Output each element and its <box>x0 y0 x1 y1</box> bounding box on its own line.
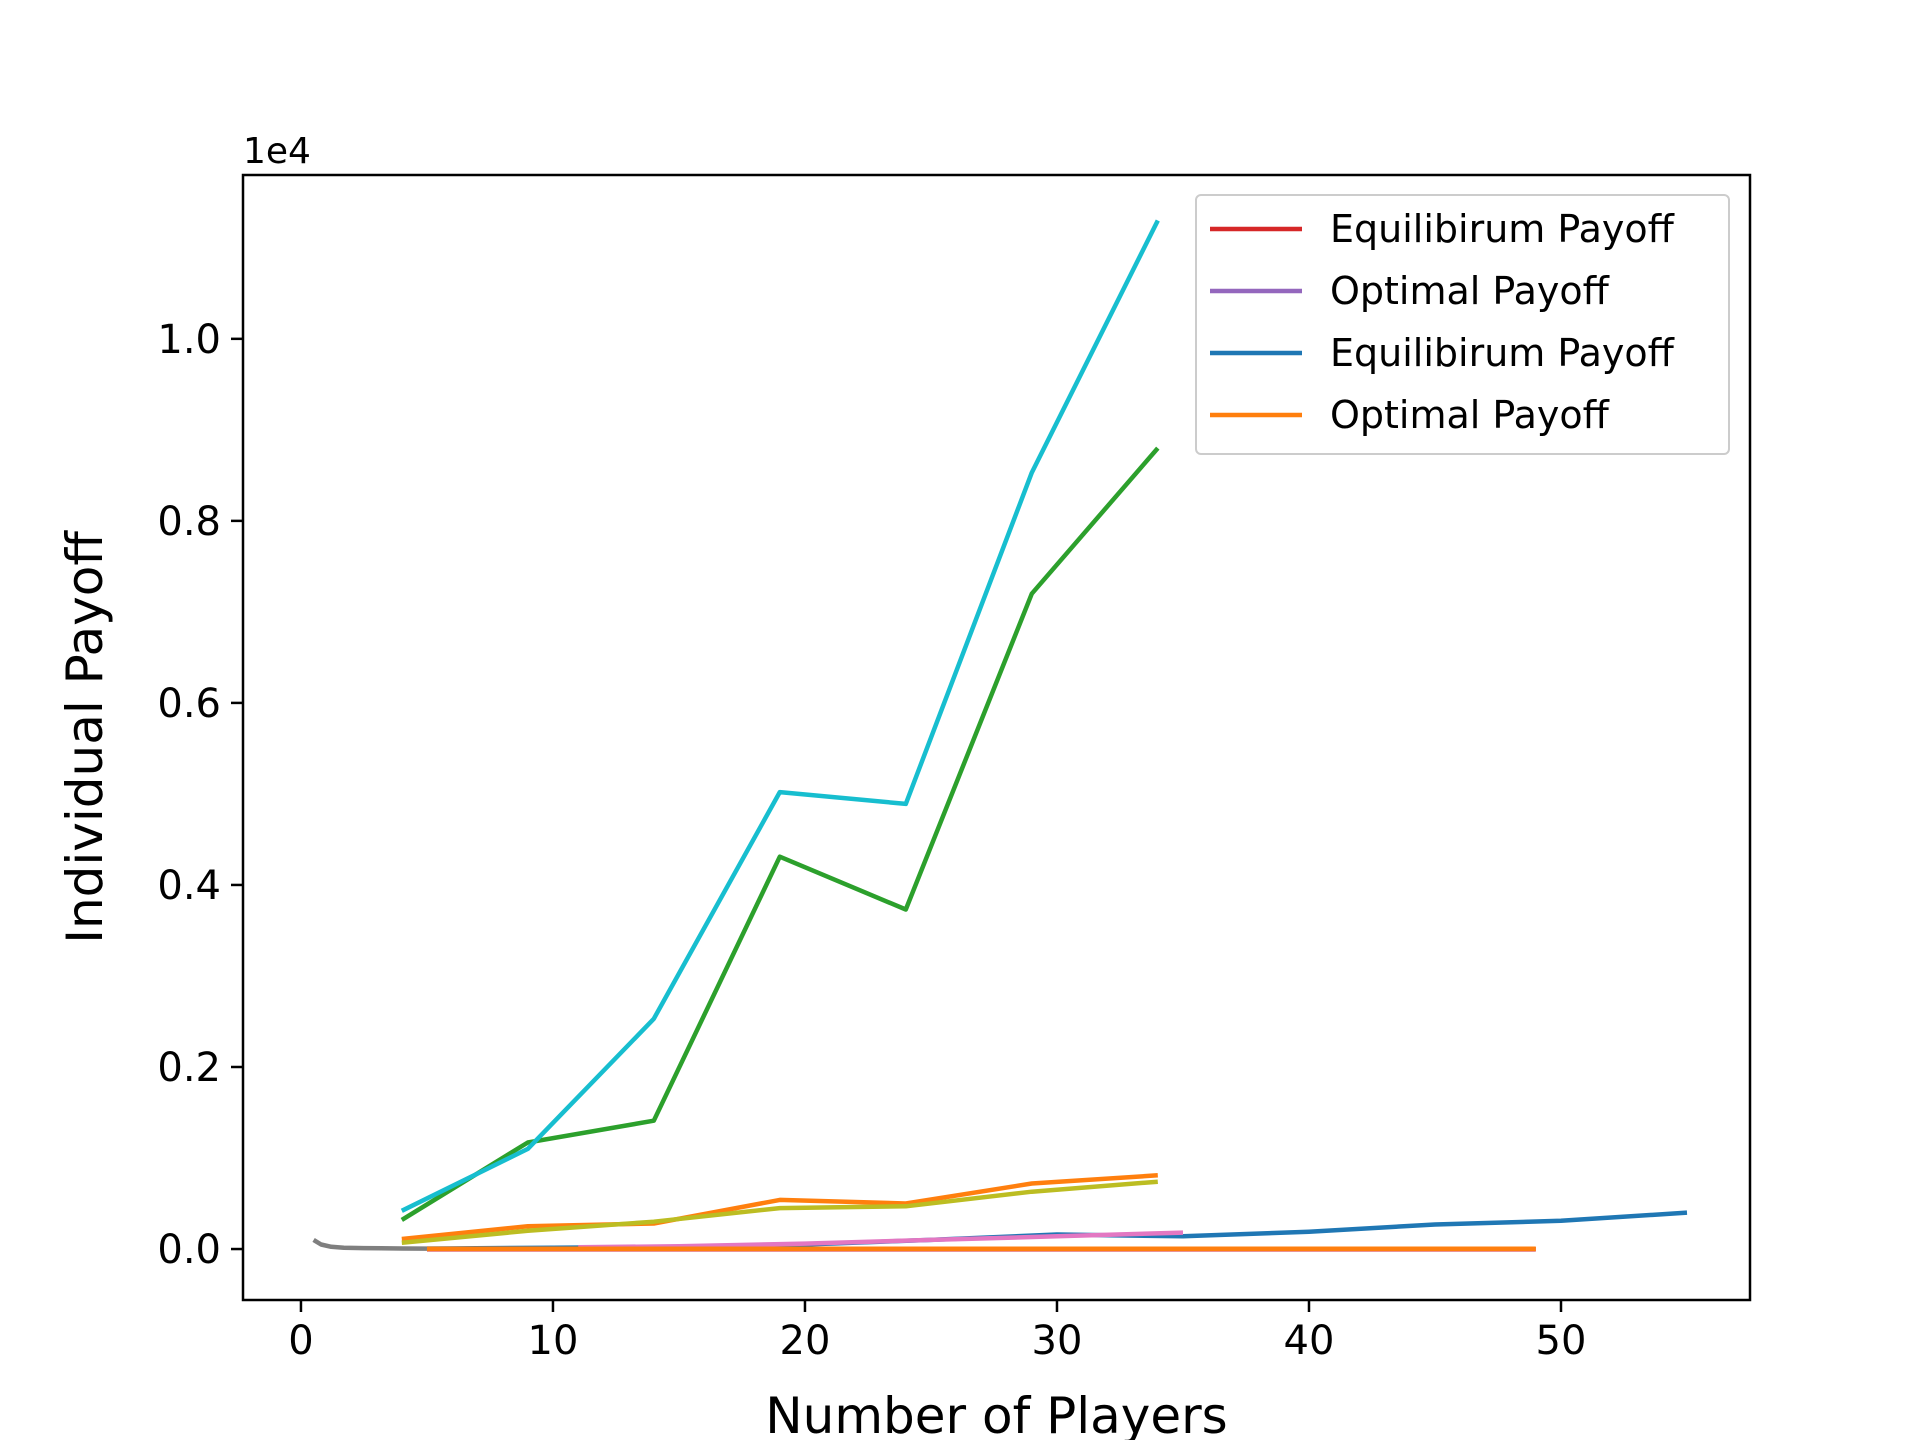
legend-label: Equilibirum Payoff <box>1330 331 1675 375</box>
y-axis-label: Individual Payoff <box>56 530 114 944</box>
series-line-9 <box>400 219 1160 1213</box>
y-tick-label: 0.2 <box>157 1045 221 1091</box>
y-axis-ticks: 0.0 0.2 0.4 0.6 0.8 1.0 <box>157 317 243 1273</box>
x-axis-label: Number of Players <box>765 1387 1227 1440</box>
series-line-7 <box>401 1179 1158 1245</box>
legend-label: Equilibirum Payoff <box>1330 207 1675 251</box>
series-line-6 <box>401 1173 1158 1242</box>
x-tick-label: 40 <box>1284 1318 1335 1364</box>
y-tick-label: 0.0 <box>157 1227 221 1273</box>
y-tick-label: 0.4 <box>157 863 221 909</box>
plot-frame <box>241 173 1752 1302</box>
y-tick-label: 0.8 <box>157 499 221 545</box>
legend-box <box>1195 194 1730 455</box>
series-layer <box>312 219 1688 1252</box>
legend-label: Optimal Payoff <box>1330 393 1610 437</box>
y-tick-label: 1.0 <box>157 317 221 363</box>
x-axis-ticks: 0 10 20 30 40 50 <box>288 1300 1586 1364</box>
legend: Equilibirum Payoff Optimal Payoff Equilibi… <box>1195 194 1730 455</box>
x-tick-label: 10 <box>528 1318 579 1364</box>
legend-label: Optimal Payoff <box>1330 269 1610 313</box>
y-axis-offset-text: 1e4 <box>243 131 311 172</box>
series-line-8 <box>400 446 1160 1222</box>
x-tick-label: 0 <box>288 1318 313 1364</box>
y-tick-label: 0.6 <box>157 681 221 727</box>
x-tick-label: 30 <box>1032 1318 1083 1364</box>
x-tick-label: 50 <box>1536 1318 1587 1364</box>
x-tick-label: 20 <box>780 1318 831 1364</box>
